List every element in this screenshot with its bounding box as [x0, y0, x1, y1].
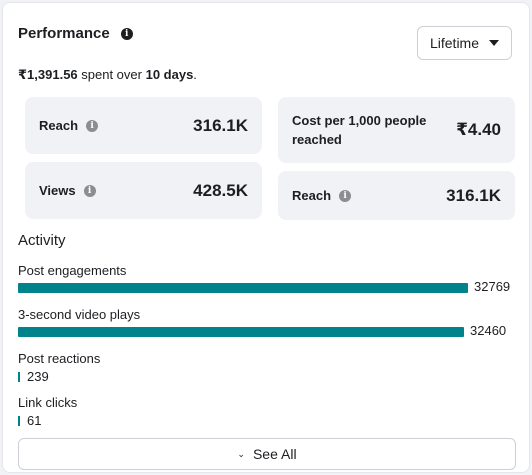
cost-card-value: ₹4.40: [456, 120, 501, 139]
info-icon[interactable]: i: [83, 184, 96, 197]
see-all-button[interactable]: ⌄ See All: [18, 438, 516, 470]
metric-value: 61: [27, 413, 42, 428]
date-range-value: Lifetime: [429, 35, 480, 51]
reach-label-text: Reach: [39, 118, 79, 133]
metric-bar: [18, 416, 20, 426]
reach-card-secondary: Reach i 316.1K: [278, 171, 515, 220]
info-icon[interactable]: i: [120, 27, 133, 40]
metric-bar: [18, 327, 464, 337]
cost-card-label: Cost per 1,000 people reached: [292, 113, 427, 147]
spend-summary: ₹1,391.56 spent over 10 days.: [18, 67, 197, 83]
metric-label: Link clicks: [18, 395, 78, 410]
reach-card: Reach i 316.1K: [25, 97, 262, 154]
spend-days: 10 days: [145, 67, 194, 82]
metric-value: 32769: [474, 279, 511, 294]
activity-title: Activity: [18, 232, 66, 249]
cost-per-1000-card: Cost per 1,000 people reached ₹4.40: [278, 97, 515, 163]
reach-secondary-value: 316.1K: [446, 185, 501, 205]
metric-label: 3-second video plays: [18, 307, 141, 322]
metric-label: Post reactions: [18, 351, 101, 366]
reach-card-label: Reach i: [39, 116, 99, 135]
reach-secondary-label-text: Reach: [292, 188, 332, 203]
spend-amount: ₹1,391.56: [18, 67, 78, 82]
spend-end: .: [193, 67, 197, 82]
metric-bar: [18, 372, 20, 382]
views-card-value: 428.5K: [193, 180, 248, 200]
chevron-down-icon: ⌄: [237, 448, 245, 459]
views-card: Views i 428.5K: [25, 162, 262, 219]
see-all-label: See All: [252, 446, 297, 462]
performance-header: Performance i: [18, 25, 133, 42]
date-range-dropdown[interactable]: Lifetime: [417, 26, 512, 60]
metric-value: 32460: [470, 323, 507, 338]
spend-middle-text: spent over: [77, 67, 146, 82]
caret-down-icon: [489, 40, 500, 46]
panel-title: Performance: [18, 25, 110, 42]
reach-card-value: 316.1K: [193, 115, 248, 135]
metric-bar: [18, 283, 468, 293]
views-card-label: Views i: [39, 181, 96, 200]
views-label-text: Views: [39, 183, 76, 198]
info-icon[interactable]: i: [86, 119, 99, 132]
reach-secondary-label: Reach i: [292, 186, 352, 205]
info-icon[interactable]: i: [339, 189, 352, 202]
metric-value: 239: [27, 369, 49, 384]
metric-label: Post engagements: [18, 263, 127, 278]
